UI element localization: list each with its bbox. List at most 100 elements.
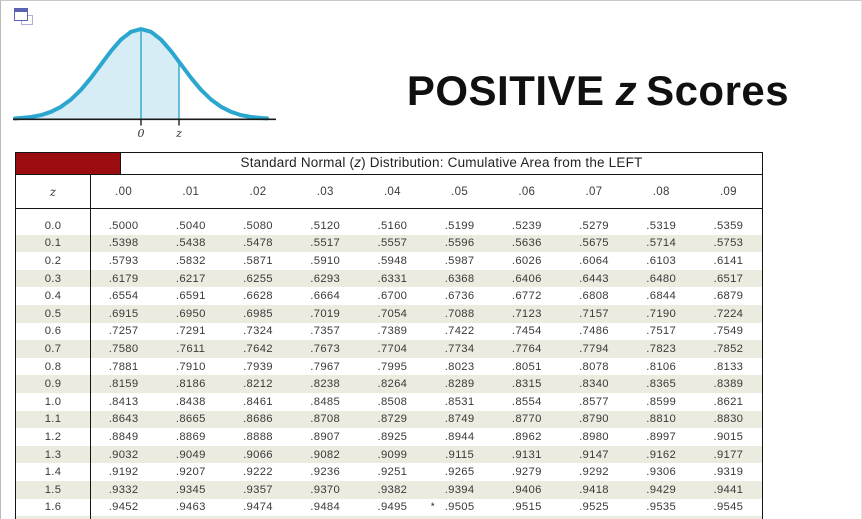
table-cell: .5793 xyxy=(108,254,139,267)
table-cell: .8554 xyxy=(511,395,542,408)
table-cell: .8907 xyxy=(310,430,341,443)
table-cell: .9463 xyxy=(175,501,206,514)
table-cell: .7324 xyxy=(243,325,273,338)
table-cell: .7852 xyxy=(713,342,744,355)
table-cell: .8106 xyxy=(646,360,677,373)
table-row-z-1.5: 1.5 .9332 .9345 .9357 .9370 .9382 .9394 .9406 .9… xyxy=(16,480,762,499)
row-z-label: 1.0 xyxy=(44,395,62,408)
table-cell: .7357 xyxy=(310,325,341,338)
table-cell: .5871 xyxy=(243,254,273,267)
table-cell: .9429 xyxy=(646,483,677,496)
table-cell: .6217 xyxy=(175,272,206,285)
table-cell: .5753 xyxy=(713,237,744,250)
table-cell: .7794 xyxy=(579,342,609,355)
table-cell: .8485 xyxy=(310,395,341,408)
table-cell: .8238 xyxy=(310,378,341,391)
column-header-.01: .01 xyxy=(182,185,200,198)
table-cell: .8438 xyxy=(175,395,206,408)
table-cell: .5557 xyxy=(377,237,408,250)
table-cell: .8340 xyxy=(579,378,609,391)
table-cell: .6368 xyxy=(444,272,475,285)
table-cell: .6950 xyxy=(175,307,206,320)
table-cell: .7823 xyxy=(646,342,677,355)
table-cell: .9441 xyxy=(713,483,744,496)
table-cell: .7422 xyxy=(444,325,475,338)
table-cell: .6331 xyxy=(377,272,408,285)
table-row-z-0.6: 0.6 .7257 .7291 .7324 .7357 .7389 .7422 .7454 .7… xyxy=(16,323,762,341)
column-header-.09: .09 xyxy=(719,185,737,198)
table-cell: .5636 xyxy=(511,237,542,250)
table-cell: .9265 xyxy=(444,466,475,479)
table-row-z-0.4: 0.4 .6554 .6591 .6628 .6664 .6700 .6736 .6772 .6… xyxy=(16,287,762,305)
table-cell: .5319 xyxy=(646,219,677,232)
table-cell: .6985 xyxy=(243,307,273,320)
column-header-.07: .07 xyxy=(585,185,603,198)
normal-curve-figure: 0 z xyxy=(13,27,276,140)
table-cell: .9382 xyxy=(377,483,408,496)
row-z-label: 0.0 xyxy=(44,219,62,232)
table-cell: .8686 xyxy=(243,413,273,426)
table-cell: .7190 xyxy=(646,307,677,320)
table-cell: .5438 xyxy=(175,237,206,250)
table-cell: .8665 xyxy=(175,413,206,426)
table-cell: .6808 xyxy=(579,290,609,303)
table-cell: .9251 xyxy=(377,466,408,479)
table-cell: .7517 xyxy=(646,325,677,338)
table-cell: .8621 xyxy=(713,395,744,408)
table-cell: .9306 xyxy=(646,466,677,479)
table-cell: .8749 xyxy=(444,413,475,426)
table-cell: .5000 xyxy=(108,219,139,232)
footnote-asterisk: * xyxy=(430,501,435,513)
table-cell: .9474 xyxy=(243,501,273,514)
table-banner-row: Standard Normal (z) Distribution: Cumula… xyxy=(16,152,762,175)
row-z-label: 0.3 xyxy=(44,272,62,285)
table-cell: .8577 xyxy=(579,395,609,408)
table-cell: .9319 xyxy=(713,466,744,479)
table-row-z-0.3: 0.3 .6179 .6217 .6255 .6293 .6331 .6368 .6406 .6… xyxy=(16,269,762,288)
table-cell: .8461 xyxy=(243,395,273,408)
row-z-label: 0.1 xyxy=(44,237,62,250)
column-header-.06: .06 xyxy=(518,185,536,198)
table-cell: .7054 xyxy=(377,307,408,320)
table-cell: .5199 xyxy=(444,219,475,232)
column-header-.02: .02 xyxy=(249,185,267,198)
page-title-part1: POSITIVE xyxy=(406,67,605,114)
table-cell: .8315 xyxy=(511,378,542,391)
table-cell: .9394 xyxy=(444,483,475,496)
table-cell: .6844 xyxy=(646,290,677,303)
duplicate-window-icon-front xyxy=(14,8,28,21)
table-cell: .6628 xyxy=(243,290,273,303)
table-cell: .5120 xyxy=(310,219,341,232)
table-cell: .7389 xyxy=(377,325,408,338)
table-cell: .8159 xyxy=(108,378,139,391)
table-cell: .9236 xyxy=(310,466,341,479)
table-cell: .9032 xyxy=(108,448,139,461)
table-cell: .5080 xyxy=(243,219,273,232)
bell-curve-stroke xyxy=(13,27,269,121)
table-cell: .6879 xyxy=(713,290,744,303)
column-header-.00: .00 xyxy=(115,185,133,198)
table-cell: .8962 xyxy=(511,430,542,443)
banner-title-pre: Standard Normal ( xyxy=(240,155,355,170)
table-cell: .7881 xyxy=(108,360,139,373)
table-row-z-1.1: 1.1 .8643 .8665 .8686 .8708 .8729 .8749 .8770 .8… xyxy=(16,410,762,429)
column-header-.08: .08 xyxy=(652,185,670,198)
row-z-label: 0.8 xyxy=(44,360,62,373)
table-cell: .9066 xyxy=(243,448,273,461)
table-cell: .9147 xyxy=(579,448,609,461)
table-cell: .8078 xyxy=(579,360,609,373)
table-cell: .5279 xyxy=(579,219,609,232)
table-cell: .5517 xyxy=(310,237,341,250)
duplicate-window-icon[interactable] xyxy=(14,8,36,27)
table-cell: .7454 xyxy=(511,325,542,338)
table-cell: .5714 xyxy=(646,237,677,250)
table-cell: .6026 xyxy=(511,254,542,267)
banner-red-block xyxy=(16,153,121,174)
table-banner-title: Standard Normal (z) Distribution: Cumula… xyxy=(121,153,762,174)
row-z-label: 0.6 xyxy=(44,325,62,338)
table-cell: .7549 xyxy=(713,325,744,338)
table-cell: .7704 xyxy=(377,342,408,355)
table-cell: .7088 xyxy=(444,307,475,320)
table-cell: .9345 xyxy=(175,483,206,496)
next-row-sliver xyxy=(16,516,762,519)
